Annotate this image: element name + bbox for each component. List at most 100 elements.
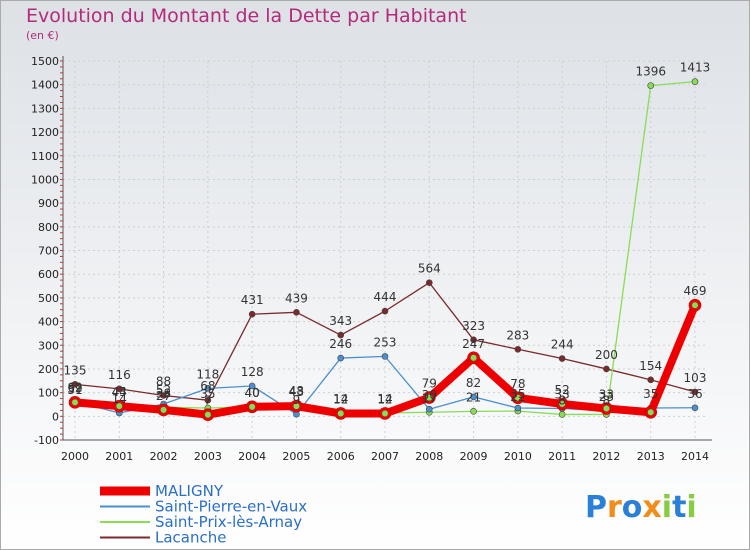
series-point-3: [603, 365, 610, 373]
x-tick-label: 2005: [282, 450, 310, 463]
series-point-1: [470, 393, 477, 401]
data-label: 1413: [680, 61, 711, 75]
y-tick-label: 1100: [31, 150, 59, 163]
series-point-overlay: [115, 402, 123, 410]
data-label: 14: [377, 392, 392, 406]
y-tick-label: 800: [38, 221, 59, 234]
data-label: 35: [510, 387, 525, 401]
y-tick-label: 300: [38, 339, 59, 352]
data-label: 35: [643, 387, 658, 401]
series-point-3: [691, 388, 699, 396]
data-label: 30: [422, 388, 437, 402]
series-point-1: [425, 405, 433, 413]
data-label: 12: [377, 392, 392, 406]
y-tick-label: 1300: [31, 102, 59, 115]
series-point-3: [647, 376, 655, 384]
data-label: 128: [241, 365, 264, 379]
series-point-3: [115, 385, 123, 393]
data-label: 8: [603, 393, 611, 407]
series-point-3: [293, 309, 300, 316]
y-tick-label: -100: [34, 434, 59, 447]
y-tick-label: 600: [38, 268, 59, 281]
data-label: 23: [599, 390, 614, 404]
data-label: 35: [200, 387, 215, 401]
series-point-overlay: [425, 394, 433, 402]
legend-label: Saint-Prix-lès-Arnay: [155, 513, 302, 531]
data-label: 22: [510, 390, 525, 404]
y-tick-label: 900: [38, 197, 59, 210]
x-tick-label: 2014: [681, 450, 709, 463]
logo-letter: x: [642, 490, 661, 525]
data-label: 40: [245, 386, 260, 400]
data-label: 78: [510, 377, 525, 391]
x-tick-label: 2007: [371, 450, 399, 463]
series-point-1: [514, 404, 522, 412]
data-label: 38: [156, 386, 171, 400]
data-label: 52: [156, 383, 171, 397]
series-point-overlay: [71, 398, 79, 406]
data-label: 469: [684, 284, 707, 298]
y-tick-label: 100: [38, 387, 59, 400]
y-tick-label: 700: [38, 245, 59, 258]
series-point-3: [558, 355, 566, 362]
data-label: 36: [687, 387, 702, 401]
data-label: 79: [422, 377, 437, 391]
series-point-overlay: [204, 411, 212, 419]
x-tick-label: 2001: [105, 450, 133, 463]
data-label: 1396: [635, 65, 666, 79]
grid: [63, 60, 707, 441]
data-label: 48: [289, 384, 304, 398]
series-point-2: [558, 411, 566, 418]
series-point-3: [470, 336, 477, 344]
data-label: 246: [329, 337, 352, 351]
data-label: 14: [333, 392, 348, 406]
x-tick-label: 2010: [504, 450, 532, 463]
data-label: 244: [551, 338, 574, 352]
data-label: 88: [156, 374, 171, 388]
data-label: 154: [639, 359, 662, 373]
series-point-3: [160, 392, 167, 399]
data-label: 323: [462, 319, 485, 333]
series-point-overlay: [691, 301, 699, 309]
series-point-overlay: [514, 394, 522, 402]
data-label: 253: [374, 335, 397, 349]
y-tick-label: 200: [38, 363, 59, 376]
data-label: 59: [67, 381, 82, 395]
data-label: 52: [555, 383, 570, 397]
logo-letter: o: [622, 490, 643, 525]
data-label: 62: [67, 381, 82, 395]
data-label: 431: [241, 293, 264, 307]
series-point-overlay: [381, 410, 389, 417]
data-label: 17: [422, 391, 437, 405]
y-tick-label: 400: [38, 316, 59, 329]
series-point-3: [514, 345, 522, 353]
series-point-2: [647, 82, 655, 89]
series-point-1: [337, 354, 345, 362]
data-label: 14: [112, 392, 127, 406]
data-label: 27: [156, 389, 171, 403]
proxiti-logo: Proxiti: [585, 490, 697, 525]
axes: -100 0 100 200 300 400 500 600 700 800 900 1000 1100…: [31, 55, 712, 463]
series-point-1: [248, 382, 256, 390]
data-label: 118: [196, 367, 219, 381]
chart-title: Evolution du Montant de la Dette par Hab…: [26, 5, 467, 27]
data-label: 40: [245, 386, 260, 400]
data-label: 200: [595, 348, 618, 362]
data-label: 82: [466, 376, 481, 390]
data-label: 247: [462, 337, 485, 351]
legend-label: Lacanche: [155, 529, 226, 547]
logo-letter: P: [585, 490, 607, 525]
series-point-overlay: [292, 402, 300, 410]
x-tick-label: 2000: [61, 450, 89, 463]
series-point-1: [381, 353, 389, 360]
y-tick-label: 1000: [31, 173, 59, 186]
series-point-2: [470, 408, 477, 415]
logo-letter: t: [672, 490, 686, 525]
data-label: 343: [329, 314, 352, 328]
x-tick-label: 2011: [548, 450, 576, 463]
data-label: 283: [506, 328, 529, 342]
data-label: 444: [374, 290, 397, 304]
data-label: 7: [204, 394, 212, 408]
